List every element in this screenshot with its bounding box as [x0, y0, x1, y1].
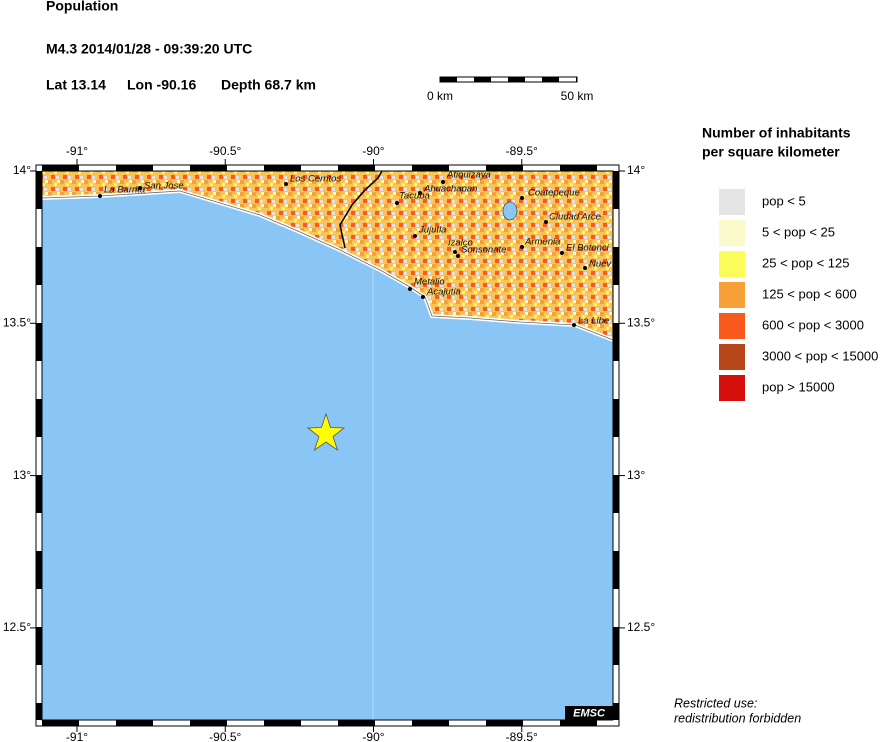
city-label: Los Cerritos: [290, 174, 341, 185]
city-label: San Jose: [144, 181, 184, 192]
scale-bar: 0 km 50 km: [427, 76, 594, 103]
epicenter: [306, 412, 346, 452]
city-dot: [453, 250, 457, 254]
city-label: Tacuba: [399, 191, 430, 202]
city-label: El Botonci: [566, 243, 610, 254]
lon-tick-label: -91°: [66, 730, 88, 742]
city-dot: [98, 194, 102, 198]
lon-tick-label: -90.5°: [209, 730, 241, 742]
legend-label: pop > 15000: [762, 379, 835, 394]
legend-title: Number of inhabitants: [702, 125, 851, 141]
legend-swatch: [719, 251, 745, 277]
city-dot: [418, 191, 422, 195]
frame-border: [35, 164, 620, 727]
city-label: Ciudad Arce: [549, 212, 601, 223]
lon-tick-label: -90°: [362, 144, 384, 158]
city-dot: [441, 180, 445, 184]
lat-tick-label: 12.5°: [3, 620, 31, 634]
lon-tick-label: -90.5°: [209, 144, 241, 158]
city-dot: [560, 251, 564, 255]
lat-tick-label: 13°: [627, 468, 645, 482]
lat: Lat 13.14: [46, 77, 106, 93]
city-dot: [544, 220, 548, 224]
land: [42, 171, 613, 340]
city-label: La Barrita: [104, 185, 145, 196]
city-label: Metalio: [414, 277, 445, 288]
frame-outline: [35, 164, 620, 727]
city-label: Sonsonate: [461, 245, 506, 256]
city-label: Izalco: [448, 238, 473, 249]
city-dot: [421, 295, 425, 299]
city-label: Coatepeque: [528, 188, 580, 199]
lat-tick-label: 13.5°: [627, 315, 655, 329]
city-dot: [456, 254, 460, 258]
legend-swatch: [719, 344, 745, 370]
city-dot: [413, 234, 417, 238]
scale-start: 0 km: [427, 89, 453, 103]
legend: Number of inhabitants per square kilomet…: [702, 125, 878, 401]
legend-label: 600 < pop < 3000: [762, 317, 864, 332]
city-dot: [138, 186, 142, 190]
legend-title: per square kilometer: [702, 144, 840, 160]
lat-tick-label: 14°: [13, 163, 31, 177]
legend-label: 25 < pop < 125: [762, 255, 849, 270]
scale-end: 50 km: [561, 89, 594, 103]
credit: EMSC: [573, 707, 606, 719]
lon: Lon -90.16: [127, 77, 196, 93]
lat-tick-label: 14°: [627, 163, 645, 177]
lat-tick-label: 12.5°: [627, 620, 655, 634]
city-label: Jujutla: [418, 225, 446, 236]
lon-tick-label: -90°: [362, 730, 384, 742]
city-dot: [583, 266, 587, 270]
legend-label: 3000 < pop < 15000: [762, 348, 878, 363]
lake: [502, 201, 518, 221]
legend-swatch: [719, 189, 745, 215]
legend-swatch: [719, 282, 745, 308]
city-dot: [520, 245, 524, 249]
notice: redistribution forbidden: [674, 711, 801, 725]
frame: [41, 170, 614, 721]
city-label: Ahuachapan: [423, 184, 477, 195]
lon-tick-label: -89.5°: [506, 144, 538, 158]
legend-swatch: [719, 375, 745, 401]
title: Population: [46, 0, 118, 14]
lon-tick-label: -89.5°: [506, 730, 538, 742]
coastline: [41, 190, 614, 341]
legend-label: 125 < pop < 600: [762, 286, 857, 301]
city-label: Nuev: [589, 259, 612, 270]
city-label: Acajutla: [426, 287, 461, 298]
city-dot: [284, 182, 288, 186]
city-label: Armenia: [524, 237, 560, 248]
city-dot: [408, 287, 412, 291]
lat-tick-label: 13°: [13, 468, 31, 482]
credit-box: [565, 706, 613, 720]
city-label: Atiquizaya: [446, 170, 491, 181]
lat-tick-label: 13.5°: [3, 315, 31, 329]
legend-label: pop < 5: [762, 193, 806, 208]
event: M4.3 2014/01/28 - 09:39:20 UTC: [46, 41, 252, 57]
legend-swatch: [719, 313, 745, 339]
legend-label: 5 < pop < 25: [762, 224, 835, 239]
border: [339, 170, 383, 249]
city-dot: [572, 323, 576, 327]
notice: Restricted use:: [674, 696, 757, 710]
lon-tick-label: -91°: [66, 144, 88, 158]
city-dot: [520, 196, 524, 200]
depth: Depth 68.7 km: [221, 77, 316, 93]
city-label: La Libe: [578, 316, 609, 327]
legend-swatch: [719, 220, 745, 246]
city-dot: [395, 201, 399, 205]
